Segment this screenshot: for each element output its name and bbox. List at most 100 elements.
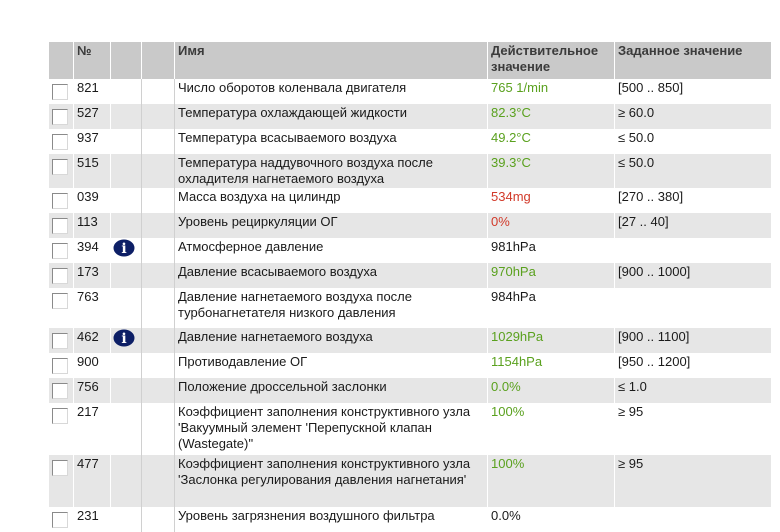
row-target-value: [614, 507, 771, 532]
row-checkbox-cell: [48, 455, 74, 507]
row-checkbox-cell: [48, 188, 74, 213]
row-checkbox[interactable]: [52, 383, 68, 399]
row-checkbox-cell: [48, 403, 74, 455]
row-info-cell: [110, 378, 142, 403]
row-number: 231: [73, 507, 111, 532]
row-info-cell: [110, 353, 142, 378]
row-blank-cell: [141, 507, 175, 532]
row-name: Коэффициент заполнения конструктивного у…: [174, 455, 488, 507]
table-row[interactable]: 527 Температура охлаждающей жидкости 82.3°…: [48, 104, 771, 129]
row-checkbox[interactable]: [52, 159, 68, 175]
row-blank-cell: [141, 263, 175, 288]
table-row[interactable]: 756 Положение дроссельной заслонки 0.0% ≤ 1…: [48, 378, 771, 403]
row-blank-cell: [141, 455, 175, 507]
table-row[interactable]: 113 Уровень рециркуляции ОГ 0% [27 .. 40]: [48, 213, 771, 238]
row-actual-value: 981hPa: [487, 238, 615, 263]
row-blank-cell: [141, 213, 175, 238]
table-row[interactable]: 217 Коэффициент заполнения конструктивног…: [48, 403, 771, 455]
row-info-cell: [110, 154, 142, 188]
table-row[interactable]: 039 Масса воздуха на цилиндр 534mg [270 .. …: [48, 188, 771, 213]
row-blank-cell: [141, 188, 175, 213]
row-target-value: [950 .. 1200]: [614, 353, 771, 378]
row-target-value: [614, 288, 771, 328]
row-checkbox[interactable]: [52, 84, 68, 100]
table-row[interactable]: 394 i Атмосферное давление 981hPa: [48, 238, 771, 263]
row-checkbox[interactable]: [52, 512, 68, 528]
row-blank-cell: [141, 288, 175, 328]
row-checkbox-cell: [48, 507, 74, 532]
header-select-column: [48, 42, 74, 79]
table-row[interactable]: 821 Число оборотов коленвала двигателя 765…: [48, 79, 771, 104]
row-number: 462: [73, 328, 111, 353]
row-info-cell: [110, 104, 142, 129]
row-info-cell: [110, 288, 142, 328]
row-checkbox-cell: [48, 154, 74, 188]
row-checkbox[interactable]: [52, 358, 68, 374]
row-checkbox[interactable]: [52, 293, 68, 309]
table-row[interactable]: 515 Температура наддувочного воздуха посл…: [48, 154, 771, 188]
header-number[interactable]: №: [73, 42, 111, 79]
row-number: 821: [73, 79, 111, 104]
row-number: 039: [73, 188, 111, 213]
row-name: Температура охлаждающей жидкости: [174, 104, 488, 129]
row-checkbox-cell: [48, 213, 74, 238]
row-checkbox[interactable]: [52, 134, 68, 150]
row-name: Число оборотов коленвала двигателя: [174, 79, 488, 104]
row-checkbox[interactable]: [52, 408, 68, 424]
row-blank-cell: [141, 353, 175, 378]
row-target-value: ≤ 50.0: [614, 154, 771, 188]
row-checkbox[interactable]: [52, 193, 68, 209]
row-blank-cell: [141, 238, 175, 263]
header-target-value[interactable]: Заданное значение: [614, 42, 771, 79]
info-icon[interactable]: i: [113, 239, 135, 257]
row-number: 394: [73, 238, 111, 263]
row-checkbox[interactable]: [52, 268, 68, 284]
row-name: Масса воздуха на цилиндр: [174, 188, 488, 213]
row-info-cell: [110, 403, 142, 455]
info-icon[interactable]: i: [113, 329, 135, 347]
header-actual-value[interactable]: Действительное значение: [487, 42, 615, 79]
row-checkbox-cell: [48, 79, 74, 104]
row-name: Атмосферное давление: [174, 238, 488, 263]
row-info-cell: [110, 79, 142, 104]
row-actual-value: 49.2°C: [487, 129, 615, 154]
row-actual-value: 765 1/min: [487, 79, 615, 104]
row-target-value: [270 .. 380]: [614, 188, 771, 213]
table-row[interactable]: 477 Коэффициент заполнения конструктивног…: [48, 455, 771, 507]
row-blank-cell: [141, 378, 175, 403]
measurement-table: № Имя Действительное значение Заданное з…: [48, 42, 771, 532]
row-name: Температура всасываемого воздуха: [174, 129, 488, 154]
row-checkbox-cell: [48, 353, 74, 378]
table-row[interactable]: 900 Противодавление ОГ 1154hPa [950 .. 1200…: [48, 353, 771, 378]
row-name: Противодавление ОГ: [174, 353, 488, 378]
row-checkbox[interactable]: [52, 333, 68, 349]
row-checkbox[interactable]: [52, 109, 68, 125]
table-row[interactable]: 937 Температура всасываемого воздуха 49.2°…: [48, 129, 771, 154]
row-actual-value: 534mg: [487, 188, 615, 213]
row-checkbox-cell: [48, 238, 74, 263]
row-info-cell: [110, 188, 142, 213]
table-row[interactable]: 173 Давление всасываемого воздуха 970hPa [9…: [48, 263, 771, 288]
row-name: Положение дроссельной заслонки: [174, 378, 488, 403]
table-row[interactable]: 231 Уровень загрязнения воздушного фильтр…: [48, 507, 771, 532]
row-blank-cell: [141, 129, 175, 154]
row-checkbox[interactable]: [52, 218, 68, 234]
row-target-value: [27 .. 40]: [614, 213, 771, 238]
row-blank-cell: [141, 328, 175, 353]
row-blank-cell: [141, 403, 175, 455]
header-name[interactable]: Имя: [174, 42, 488, 79]
row-checkbox-cell: [48, 378, 74, 403]
row-name: Давление всасываемого воздуха: [174, 263, 488, 288]
header-info-column: [110, 42, 142, 79]
table-row[interactable]: 462 i Давление нагнетаемого воздуха 1029hPa…: [48, 328, 771, 353]
row-checkbox[interactable]: [52, 243, 68, 259]
table-row[interactable]: 763 Давление нагнетаемого воздуха после т…: [48, 288, 771, 328]
row-blank-cell: [141, 104, 175, 129]
row-actual-value: 100%: [487, 403, 615, 455]
row-checkbox[interactable]: [52, 460, 68, 476]
row-checkbox-cell: [48, 288, 74, 328]
row-actual-value: 1029hPa: [487, 328, 615, 353]
row-info-cell: i: [110, 328, 142, 353]
row-checkbox-cell: [48, 328, 74, 353]
row-actual-value: 39.3°C: [487, 154, 615, 188]
